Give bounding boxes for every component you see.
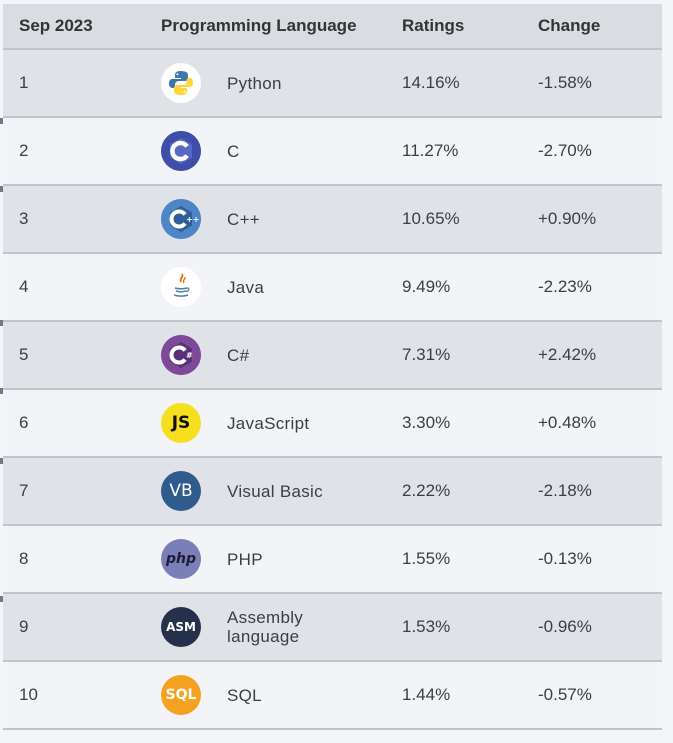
svg-text:#: # (186, 351, 193, 360)
rank-cell: 8 (19, 549, 29, 568)
rank-cell: 3 (19, 209, 29, 228)
table-row: 3 ++ C++ 10.65% (3, 185, 662, 253)
rating-cell: 2.22% (402, 481, 451, 500)
language-cell: ASM Assembly language (145, 593, 386, 661)
csharp-logo-icon: # (161, 335, 201, 375)
table-row: 10 SQL SQL 1.44% -0.57% (3, 661, 662, 729)
java-logo-icon (161, 267, 201, 307)
table-row: 8 php PHP 1.55% -0.13% (3, 525, 662, 593)
language-name: SQL (227, 685, 262, 705)
language-name: Visual Basic (227, 481, 323, 501)
rank-cell: 1 (19, 73, 29, 92)
table-body: 1 Python 14.16% (3, 49, 662, 729)
table-row: 5 # C# 7.31% (3, 321, 662, 389)
language-cell: ++ C++ (145, 185, 386, 253)
change-cell: -2.23% (538, 277, 592, 296)
change-cell: -0.13% (538, 549, 592, 568)
svg-text:++: ++ (186, 215, 199, 224)
visual-basic-logo-icon: VB (161, 471, 201, 511)
language-name: C (227, 141, 240, 161)
rank-cell: 10 (19, 685, 38, 704)
language-ranking-table: Sep 2023 Programming Language Ratings Ch… (3, 4, 662, 730)
assembly-logo-icon: ASM (161, 607, 201, 647)
php-logo-icon: php (161, 539, 201, 579)
table-header: Sep 2023 Programming Language Ratings Ch… (3, 4, 662, 49)
change-cell: -2.18% (538, 481, 592, 500)
header-change[interactable]: Change (538, 16, 601, 35)
rating-cell: 11.27% (402, 141, 459, 160)
rating-cell: 1.55% (402, 549, 451, 568)
language-cell: SQL SQL (145, 661, 386, 729)
left-edge-strip (0, 458, 3, 464)
language-cell: # C# (145, 321, 386, 389)
rank-cell: 4 (19, 277, 29, 296)
change-cell: -0.96% (538, 617, 592, 636)
c-logo-icon (161, 131, 201, 171)
left-edge-strip (0, 118, 3, 124)
left-edge-strip (0, 596, 3, 602)
rating-cell: 1.44% (402, 685, 451, 704)
python-logo-icon (161, 63, 201, 103)
rank-cell: 5 (19, 345, 29, 364)
language-cell: VB Visual Basic (145, 457, 386, 525)
header-language[interactable]: Programming Language (161, 16, 357, 35)
rank-cell: 6 (19, 413, 29, 432)
rank-cell: 7 (19, 481, 29, 500)
language-name: Python (227, 73, 282, 93)
change-cell: -2.70% (538, 141, 592, 160)
cpp-logo-icon: ++ (161, 199, 201, 239)
table-row: 4 Java (3, 253, 662, 321)
table-row: 6 JS JavaScript 3.30% +0.48% (3, 389, 662, 457)
left-edge-strip (0, 320, 3, 326)
language-cell: php PHP (145, 525, 386, 593)
change-cell: +0.90% (538, 209, 597, 228)
left-edge-strip (0, 388, 3, 394)
change-cell: -1.58% (538, 73, 592, 92)
change-cell: +2.42% (538, 345, 597, 364)
language-cell: C (145, 117, 386, 185)
javascript-logo-icon: JS (161, 403, 201, 443)
language-cell: Java (145, 253, 386, 321)
left-edge-strip (0, 186, 3, 192)
rating-cell: 3.30% (402, 413, 451, 432)
table-row: 9 ASM Assembly language 1.53% -0.96% (3, 593, 662, 661)
language-name: C++ (227, 209, 261, 229)
language-name: PHP (227, 549, 263, 569)
table-row: 2 C 11.27% -2.70% (3, 117, 662, 185)
table-row: 7 VB Visual Basic 2.22% -2.18% (3, 457, 662, 525)
rating-cell: 1.53% (402, 617, 451, 636)
change-cell: +0.48% (538, 413, 597, 432)
language-cell: JS JavaScript (145, 389, 386, 457)
rank-cell: 2 (19, 141, 29, 160)
sql-logo-icon: SQL (161, 675, 201, 715)
header-row: Sep 2023 Programming Language Ratings Ch… (3, 4, 662, 49)
rating-cell: 7.31% (402, 345, 451, 364)
language-name: Java (227, 277, 265, 297)
rating-cell: 10.65% (402, 209, 460, 228)
language-name: Assembly language (227, 608, 304, 646)
rank-cell: 9 (19, 617, 29, 636)
language-name: C# (227, 345, 250, 365)
change-cell: -0.57% (538, 685, 592, 704)
rating-cell: 14.16% (402, 73, 460, 92)
header-date[interactable]: Sep 2023 (19, 16, 93, 35)
language-cell: Python (145, 49, 386, 117)
language-name: JavaScript (227, 413, 310, 433)
header-ratings[interactable]: Ratings (402, 16, 465, 35)
rating-cell: 9.49% (402, 277, 451, 296)
table-row: 1 Python 14.16% (3, 49, 662, 117)
